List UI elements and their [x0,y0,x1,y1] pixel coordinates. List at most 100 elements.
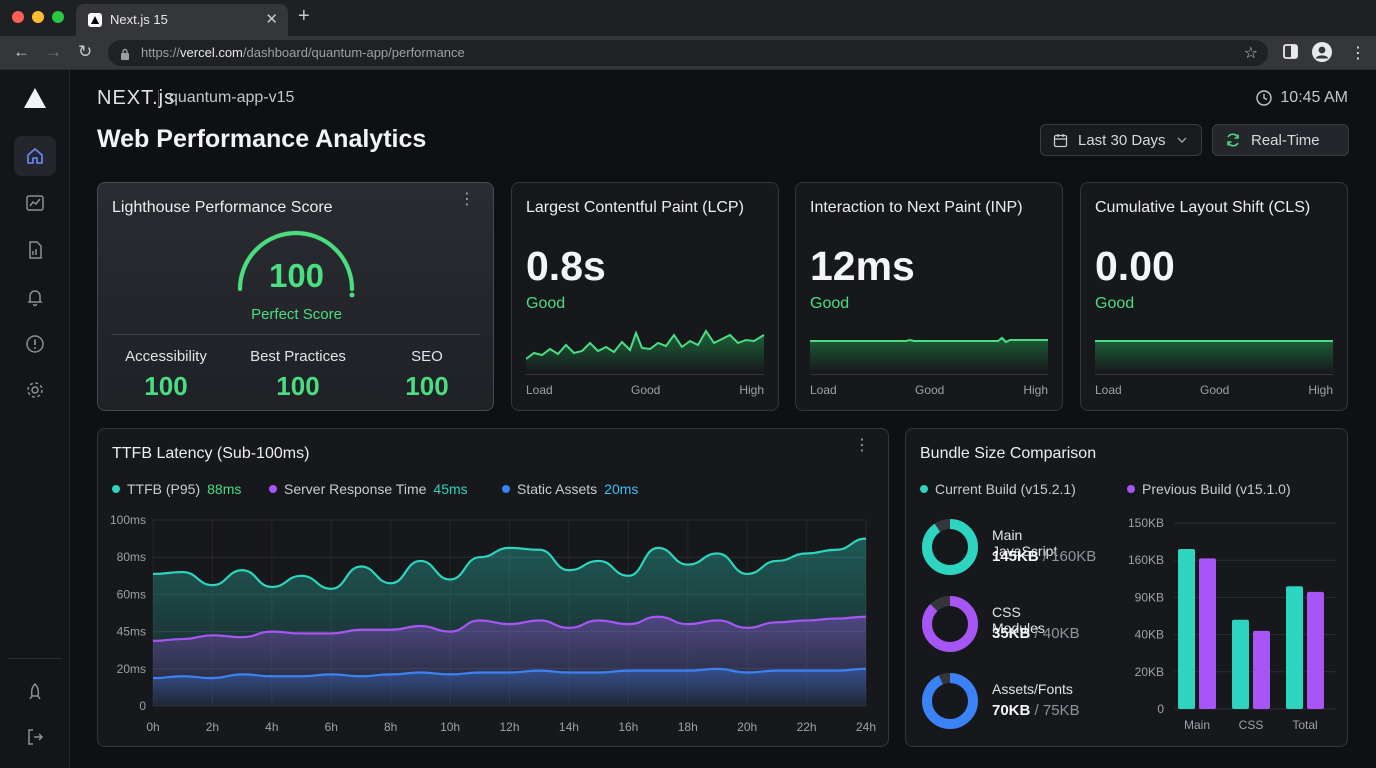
sidebar-item-logout[interactable] [14,717,56,757]
series-line [152,537,867,590]
x-tick-label: CSS [1239,718,1264,732]
forward-icon[interactable]: → [45,42,62,61]
bar [1307,591,1324,709]
sidebar-item-settings[interactable] [14,370,56,410]
bundle-item-value: 70KB / 75KB [992,702,1080,719]
lighthouse-score-label: Perfect Score [251,306,342,323]
legend-value: 45ms [433,481,468,497]
x-tick-label: 16h [618,720,638,734]
axis-label: Load [526,383,553,397]
logout-icon [28,729,44,745]
realtime-button[interactable]: Real-Time [1212,124,1349,156]
legend-label: Current Build (v15.2.1) [935,481,1076,497]
y-tick-label: 150KB [1128,516,1164,530]
legend-label: TTFB (P95) [127,481,201,497]
new-tab-icon[interactable]: + [298,5,310,27]
report-icon [29,241,42,259]
legend-ttfb[interactable]: TTFB (P95) 88ms [112,481,241,497]
bell-icon [27,290,43,307]
lighthouse-title: Lighthouse Performance Score [112,199,333,216]
metric-card-lcp: Largest Contentful Paint (LCP) 0.8s Good… [511,182,779,411]
bundle-bar-chart: 0 20KB 40KB 90KB 160KB 150KB Main CSS Total [1128,516,1336,732]
x-tick-label: 14h [559,720,579,734]
browser-tab[interactable]: Next.js 15 ✕ [76,4,288,36]
subscore-label: Accessibility [125,348,207,365]
donut-assets [922,673,978,729]
donut-css [922,596,978,652]
bundle-card: Bundle Size Comparison Current Build (v1… [905,428,1348,747]
sidebar-item-alerts[interactable] [14,324,56,364]
refresh-icon [1227,133,1239,147]
sidebar-item-notifications[interactable] [14,277,56,317]
back-icon[interactable]: ← [13,42,30,61]
gauge-end-dot [349,292,355,298]
sidepanel-icon[interactable] [1283,44,1298,64]
bookmark-star-icon[interactable]: ☆ [1243,45,1258,62]
donut-main-js [922,519,978,575]
profile-avatar-icon[interactable] [1312,42,1332,67]
legend-previous-build[interactable]: Previous Build (v15.1.0) [1127,481,1291,497]
date-range-label: Last 30 Days [1078,131,1166,149]
donut-slice [922,596,978,652]
metric-axis [810,374,1048,375]
bar [1253,630,1270,709]
metric-card-inp: Interaction to Next Paint (INP) 12ms Goo… [795,182,1063,411]
sidebar-divider [8,658,62,659]
close-window-button[interactable] [12,11,24,23]
reload-icon[interactable]: ↻ [78,42,93,61]
subscore-best-practices: Best Practices 100 [233,348,363,402]
metric-status: Good [1095,295,1135,312]
realtime-label: Real-Time [1251,131,1320,149]
legend-static[interactable]: Static Assets 20ms [502,481,638,497]
metric-status: Good [526,295,566,312]
axis-label: Good [631,383,661,397]
minimize-window-button[interactable] [32,11,44,23]
y-tick-label: 90KB [1135,590,1164,604]
axis-label: High [1023,383,1048,397]
legend-dot [502,485,510,493]
vercel-logo-icon[interactable] [22,86,48,115]
cls-sparkline [1095,340,1333,373]
x-tick-label: 6h [325,720,338,734]
sidebar-item-home[interactable] [14,136,56,176]
tab-close-icon[interactable]: ✕ [265,11,278,28]
card-menu-icon[interactable]: ⋮ [459,191,475,208]
address-bar[interactable]: https://vercel.com/dashboard/quantum-app… [108,40,1268,66]
legend-dot [112,485,120,493]
y-tick-label: 100ms [110,513,146,527]
metric-title: Interaction to Next Paint (INP) [810,199,1023,216]
subscore-value: 100 [276,371,320,401]
date-range-select[interactable]: Last 30 Days [1040,124,1202,156]
metric-axis [526,374,764,375]
legend-current-build[interactable]: Current Build (v15.2.1) [920,481,1076,497]
subscore-label: SEO [411,348,443,365]
gauge-arc [238,231,354,291]
x-tick-label: 4h [265,720,278,734]
maximize-window-button[interactable] [52,11,64,23]
browser-tabbar: Next.js 15 ✕ + [0,0,1376,36]
browser-menu-icon[interactable]: ⋮ [1350,45,1366,62]
bundle-item-value: 35KB / 40KB [992,625,1080,642]
series-area [153,668,866,706]
sidebar-item-analytics[interactable] [14,183,56,223]
lighthouse-score: 100 [268,257,325,294]
x-tick-label: 20h [737,720,757,734]
legend-value: 88ms [207,481,242,497]
sidebar-item-deploy[interactable] [14,672,56,712]
legend-server[interactable]: Server Response Time 45ms [269,481,468,497]
nextjs-logo: NEXT.js [97,87,176,109]
y-tick-label: 20ms [117,662,146,676]
bar [1232,619,1249,709]
legend-value: 20ms [604,481,639,497]
x-tick-label: 10h [440,720,460,734]
inp-sparkline [810,336,1048,373]
y-tick-label: 45ms [117,625,146,639]
x-tick-label: Main [1184,718,1210,732]
legend-label: Previous Build (v15.1.0) [1142,481,1291,497]
subscore-accessibility: Accessibility 100 [101,348,231,402]
axis-label: Good [1200,383,1230,397]
y-tick-label: 60ms [117,587,146,601]
ttfb-card: TTFB Latency (Sub-100ms) ⋮ TTFB (P95) 88… [97,428,889,747]
sidebar-item-reports[interactable] [14,230,56,270]
project-name[interactable]: quantum-app-v15 [169,89,295,106]
